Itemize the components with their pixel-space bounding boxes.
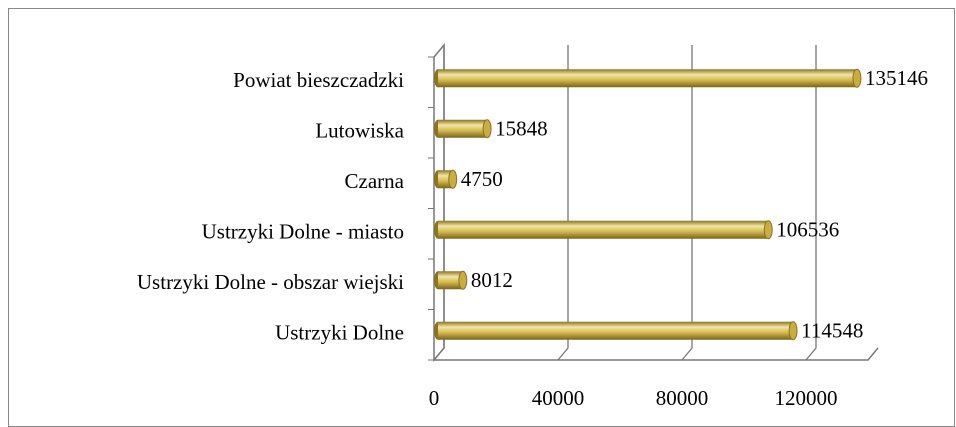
x-tick-label: 40000 <box>532 386 585 410</box>
data-label: 106536 <box>776 218 839 242</box>
bar <box>434 119 492 139</box>
axis-wall <box>433 42 445 363</box>
data-label: 15848 <box>495 117 547 141</box>
y-tick-label: Ustrzyki Dolne - miasto <box>202 220 404 244</box>
grid-line <box>805 45 817 361</box>
bar <box>434 220 773 240</box>
bar <box>434 321 798 341</box>
data-label: 8012 <box>471 268 513 292</box>
x-tick-label: 80000 <box>656 386 709 410</box>
grid-line <box>433 45 445 361</box>
data-label: 4750 <box>461 167 503 191</box>
data-label: 114548 <box>801 319 863 343</box>
x-tick-label: 0 <box>429 386 440 410</box>
bar <box>434 68 862 88</box>
y-tick-label: Powiat bieszczadzki <box>233 68 404 92</box>
y-tick-label: Lutowiska <box>315 119 404 143</box>
bar <box>434 169 458 189</box>
y-tick-label: Czarna <box>345 169 405 193</box>
y-tick-label: Ustrzyki Dolne - obszar wiejski <box>137 270 404 294</box>
grid-line <box>557 45 569 361</box>
grid-line <box>681 45 693 361</box>
bar <box>434 270 468 290</box>
x-tick-label: 120000 <box>775 386 838 410</box>
axis-floor <box>434 347 879 361</box>
data-label: 135146 <box>865 66 928 90</box>
y-tick-label: Ustrzyki Dolne <box>275 321 404 345</box>
